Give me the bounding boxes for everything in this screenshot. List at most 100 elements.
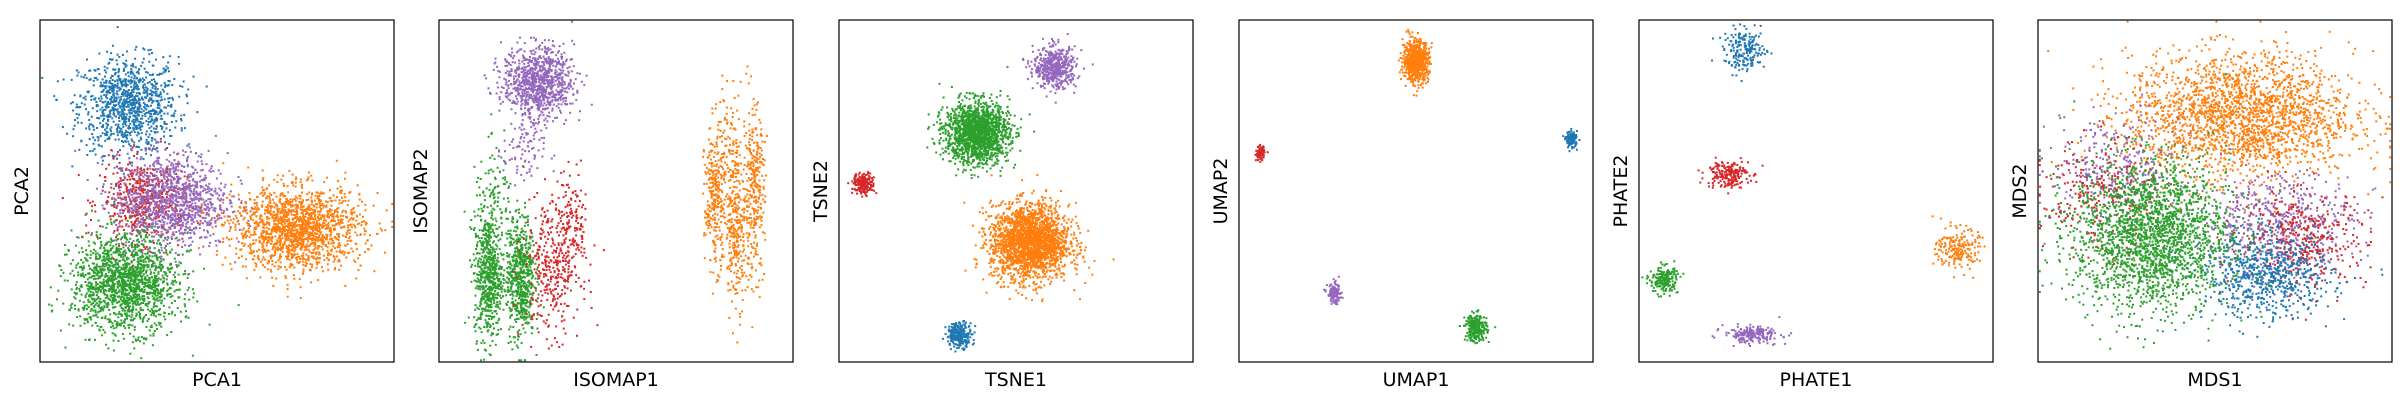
data-point bbox=[81, 274, 84, 277]
data-point bbox=[133, 270, 136, 273]
data-point bbox=[346, 252, 349, 255]
data-point bbox=[104, 288, 106, 291]
data-point bbox=[109, 102, 112, 105]
data-point bbox=[77, 309, 80, 312]
data-point bbox=[88, 138, 91, 140]
data-point bbox=[139, 255, 142, 258]
data-point bbox=[101, 132, 104, 135]
data-point bbox=[168, 268, 171, 270]
data-point bbox=[144, 264, 147, 267]
data-point bbox=[302, 263, 305, 266]
data-point bbox=[124, 65, 127, 68]
data-point bbox=[136, 223, 139, 226]
data-point bbox=[83, 267, 85, 270]
data-point bbox=[139, 248, 142, 251]
data-point bbox=[161, 288, 164, 291]
data-point bbox=[137, 214, 140, 216]
data-point bbox=[131, 146, 134, 149]
data-point bbox=[376, 192, 379, 194]
data-point bbox=[137, 120, 140, 123]
data-point bbox=[139, 260, 142, 263]
data-point bbox=[159, 91, 162, 94]
data-point bbox=[87, 306, 90, 308]
data-point bbox=[113, 213, 116, 216]
data-point bbox=[191, 179, 194, 182]
data-point bbox=[199, 253, 202, 256]
data-point bbox=[148, 184, 151, 187]
data-point bbox=[287, 199, 290, 202]
data-point bbox=[133, 110, 136, 113]
data-point bbox=[216, 214, 219, 217]
data-point bbox=[132, 335, 135, 338]
data-point bbox=[196, 211, 199, 214]
data-point bbox=[88, 69, 91, 72]
data-point bbox=[137, 261, 140, 264]
data-point bbox=[142, 122, 145, 125]
data-point bbox=[117, 125, 120, 128]
data-point bbox=[80, 258, 83, 261]
data-point bbox=[228, 244, 231, 247]
data-point bbox=[258, 221, 261, 224]
data-point bbox=[199, 210, 202, 213]
data-point bbox=[172, 170, 175, 173]
data-point bbox=[95, 231, 98, 234]
data-point bbox=[339, 244, 342, 247]
data-point bbox=[294, 224, 297, 227]
data-point bbox=[113, 230, 116, 232]
data-point bbox=[184, 127, 186, 130]
data-point bbox=[158, 156, 161, 159]
data-point bbox=[188, 226, 191, 229]
data-point bbox=[104, 315, 107, 318]
data-point bbox=[195, 226, 197, 229]
data-point bbox=[132, 264, 134, 267]
data-point bbox=[134, 189, 137, 192]
data-point bbox=[106, 97, 109, 100]
data-point bbox=[75, 281, 78, 284]
data-point bbox=[101, 90, 104, 93]
data-point bbox=[326, 263, 329, 266]
data-point bbox=[121, 333, 124, 335]
data-point bbox=[172, 273, 175, 276]
data-point bbox=[112, 85, 115, 88]
data-point bbox=[249, 233, 252, 236]
data-point bbox=[72, 324, 75, 327]
data-point bbox=[143, 105, 146, 108]
data-point bbox=[152, 334, 155, 337]
data-point bbox=[301, 186, 303, 189]
data-point bbox=[202, 245, 205, 248]
data-point bbox=[183, 187, 186, 190]
data-point bbox=[104, 244, 107, 247]
data-point bbox=[126, 134, 129, 137]
data-point bbox=[152, 109, 155, 112]
data-point bbox=[159, 180, 161, 183]
data-point bbox=[131, 271, 134, 273]
data-point bbox=[83, 103, 86, 106]
data-point bbox=[143, 265, 146, 268]
data-point bbox=[116, 171, 119, 174]
data-point bbox=[164, 181, 167, 184]
data-point bbox=[139, 221, 142, 224]
data-point bbox=[131, 243, 134, 246]
data-point bbox=[148, 279, 151, 281]
data-point bbox=[166, 275, 169, 278]
data-point bbox=[290, 253, 293, 256]
data-point bbox=[97, 296, 100, 298]
data-point bbox=[90, 282, 93, 285]
data-point bbox=[150, 324, 153, 327]
data-point bbox=[88, 316, 91, 319]
data-point bbox=[122, 246, 125, 249]
data-point bbox=[128, 302, 131, 305]
data-point bbox=[196, 181, 199, 184]
data-point bbox=[128, 298, 131, 301]
data-point bbox=[111, 84, 114, 87]
data-point bbox=[292, 214, 295, 216]
data-point bbox=[80, 284, 83, 287]
data-point bbox=[126, 189, 128, 191]
data-point bbox=[118, 111, 121, 114]
data-point bbox=[173, 290, 176, 293]
data-point bbox=[108, 285, 111, 287]
data-point bbox=[156, 184, 159, 186]
data-point bbox=[137, 205, 140, 208]
data-point bbox=[160, 230, 163, 233]
data-point bbox=[149, 259, 152, 262]
